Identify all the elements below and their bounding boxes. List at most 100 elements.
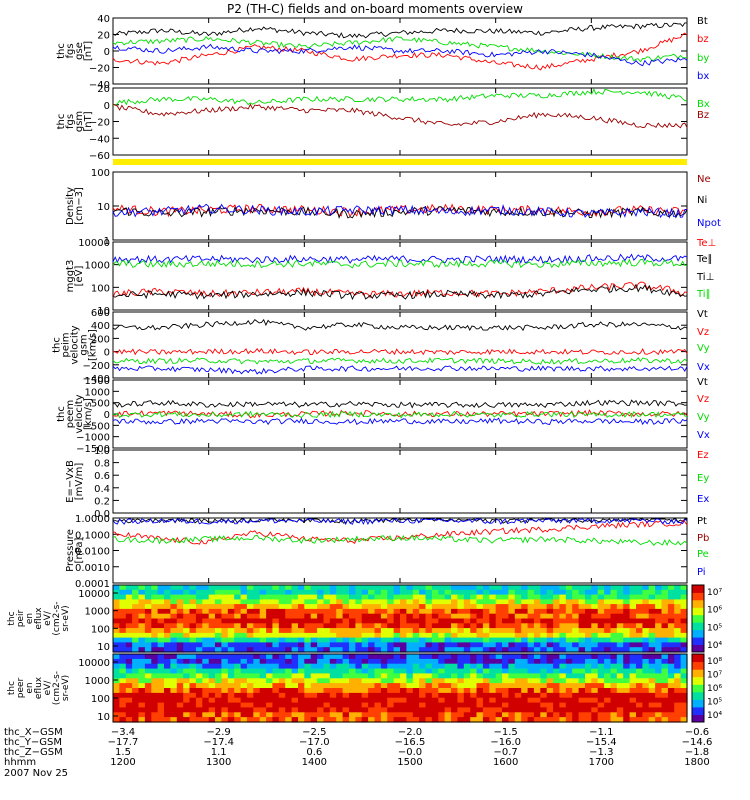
spectrogram-cell: [361, 707, 369, 713]
spectrogram-cell: [164, 585, 171, 591]
spectrogram-cell: [482, 623, 490, 629]
spectrogram-cell: [361, 604, 369, 610]
spectrogram-cell: [317, 613, 325, 620]
spectrogram-cell: [667, 647, 675, 653]
spectrogram-cell: [559, 707, 567, 713]
spectrogram-cell: [553, 589, 561, 596]
spectrogram-cell: [400, 688, 407, 694]
spectrogram-cell: [457, 618, 465, 624]
spectrogram-cell: [240, 628, 248, 634]
spectrogram-cell: [400, 632, 407, 639]
spectrogram-cell: [508, 608, 516, 615]
spectrogram-cell: [310, 683, 318, 689]
spectrogram-cell: [380, 688, 388, 694]
spectrogram-cell: [278, 589, 286, 596]
spectrogram-cell: [317, 692, 325, 699]
spectrogram-cell: [489, 589, 497, 596]
colorbar-segment: [692, 654, 704, 663]
spectrogram-cell: [176, 618, 184, 624]
spectrogram-cell: [604, 712, 612, 718]
spectrogram-cell: [329, 668, 337, 675]
spectrogram-cell: [546, 702, 554, 709]
spectrogram-cell: [674, 637, 682, 643]
spectrogram-cell: [540, 608, 548, 615]
spectrogram-cell: [585, 618, 592, 624]
spectrogram-cell: [674, 673, 682, 679]
spectrogram-cell: [164, 647, 171, 653]
spectrogram-cell: [189, 673, 197, 679]
spectrogram-cell: [189, 632, 197, 639]
spectrogram-cell: [457, 642, 465, 648]
spectrogram-cell: [540, 599, 548, 605]
spectrogram-cell: [368, 678, 376, 684]
spectrogram-cell: [323, 623, 331, 629]
spectrogram-cell: [266, 717, 274, 723]
spectrogram-cell: [195, 623, 203, 629]
spectrogram-cell: [597, 688, 605, 694]
spectrogram-frame: [112, 584, 688, 653]
spectrogram-cell: [502, 608, 509, 615]
spectrogram-cell: [667, 642, 675, 648]
spectrogram-cell: [291, 608, 299, 615]
spectrogram-cell: [508, 707, 516, 713]
spectrogram-cell: [482, 673, 490, 679]
spectrogram-cell: [361, 697, 369, 704]
spectrogram-cell: [400, 697, 407, 704]
spectrogram-cell: [317, 585, 325, 591]
spectrogram-cell: [176, 608, 184, 615]
spectrogram-cell: [502, 594, 509, 600]
spectrogram-cell: [508, 585, 516, 591]
spectrogram-cell: [502, 668, 509, 675]
spectrogram-cell: [272, 618, 280, 624]
spectrogram-cell: [183, 628, 191, 634]
spectrogram-cell: [419, 628, 427, 634]
spectrogram-cell: [578, 594, 586, 600]
spectrogram-cell: [227, 585, 235, 591]
spectrogram-cell: [451, 613, 458, 620]
spectrogram-cell: [527, 658, 535, 665]
spectrogram-cell: [444, 618, 452, 624]
spectrogram-cell: [215, 604, 222, 610]
y-axis-label: (cm2-s-: [52, 671, 62, 705]
spectrogram-cell: [221, 654, 229, 660]
spectrogram-cell: [553, 599, 561, 605]
spectrogram-cell: [355, 608, 363, 615]
spectrogram-cell: [604, 717, 612, 723]
spectrogram-cell: [476, 618, 484, 624]
spectrogram-cell: [138, 663, 146, 670]
spectrogram-cell: [425, 697, 433, 704]
spectrogram-cell: [272, 658, 280, 665]
spectrogram-cell: [317, 717, 325, 723]
spectrogram-cell: [457, 628, 465, 634]
x-tick-x: −1.5: [494, 727, 518, 738]
spectrogram-cell: [578, 712, 586, 718]
spectrogram-cell: [565, 658, 573, 665]
y-axis-label: thc: [56, 406, 67, 422]
spectrogram-cell: [266, 632, 274, 639]
spectrogram-cell: [572, 599, 580, 605]
spectrogram-cell: [495, 654, 503, 660]
spectrogram-cell: [183, 668, 191, 675]
spectrogram-cell: [604, 623, 612, 629]
spectrogram-cell: [585, 717, 592, 723]
y-axis-label: eV/: [43, 610, 53, 626]
spectrogram-cell: [591, 707, 599, 713]
spectrogram-cell: [132, 658, 140, 665]
spectrogram-cell: [476, 702, 484, 709]
spectrogram-cell: [291, 589, 299, 596]
spectrogram-cell: [553, 717, 561, 723]
spectrogram-cell: [470, 707, 478, 713]
spectrogram-cell: [189, 599, 197, 605]
spectrogram-cell: [463, 692, 471, 699]
spectrogram-cell: [680, 623, 688, 629]
spectrogram-cell: [374, 589, 382, 596]
spectrogram-cell: [476, 692, 484, 699]
spectrogram-cell: [272, 594, 280, 600]
spectrogram-cell: [253, 712, 261, 718]
spectrogram-cell: [419, 673, 427, 679]
series-Vz: [112, 347, 688, 356]
spectrogram-cell: [298, 604, 305, 610]
spectrogram-cell: [113, 654, 120, 660]
spectrogram-cell: [514, 678, 522, 684]
spectrogram-cell: [317, 697, 325, 704]
